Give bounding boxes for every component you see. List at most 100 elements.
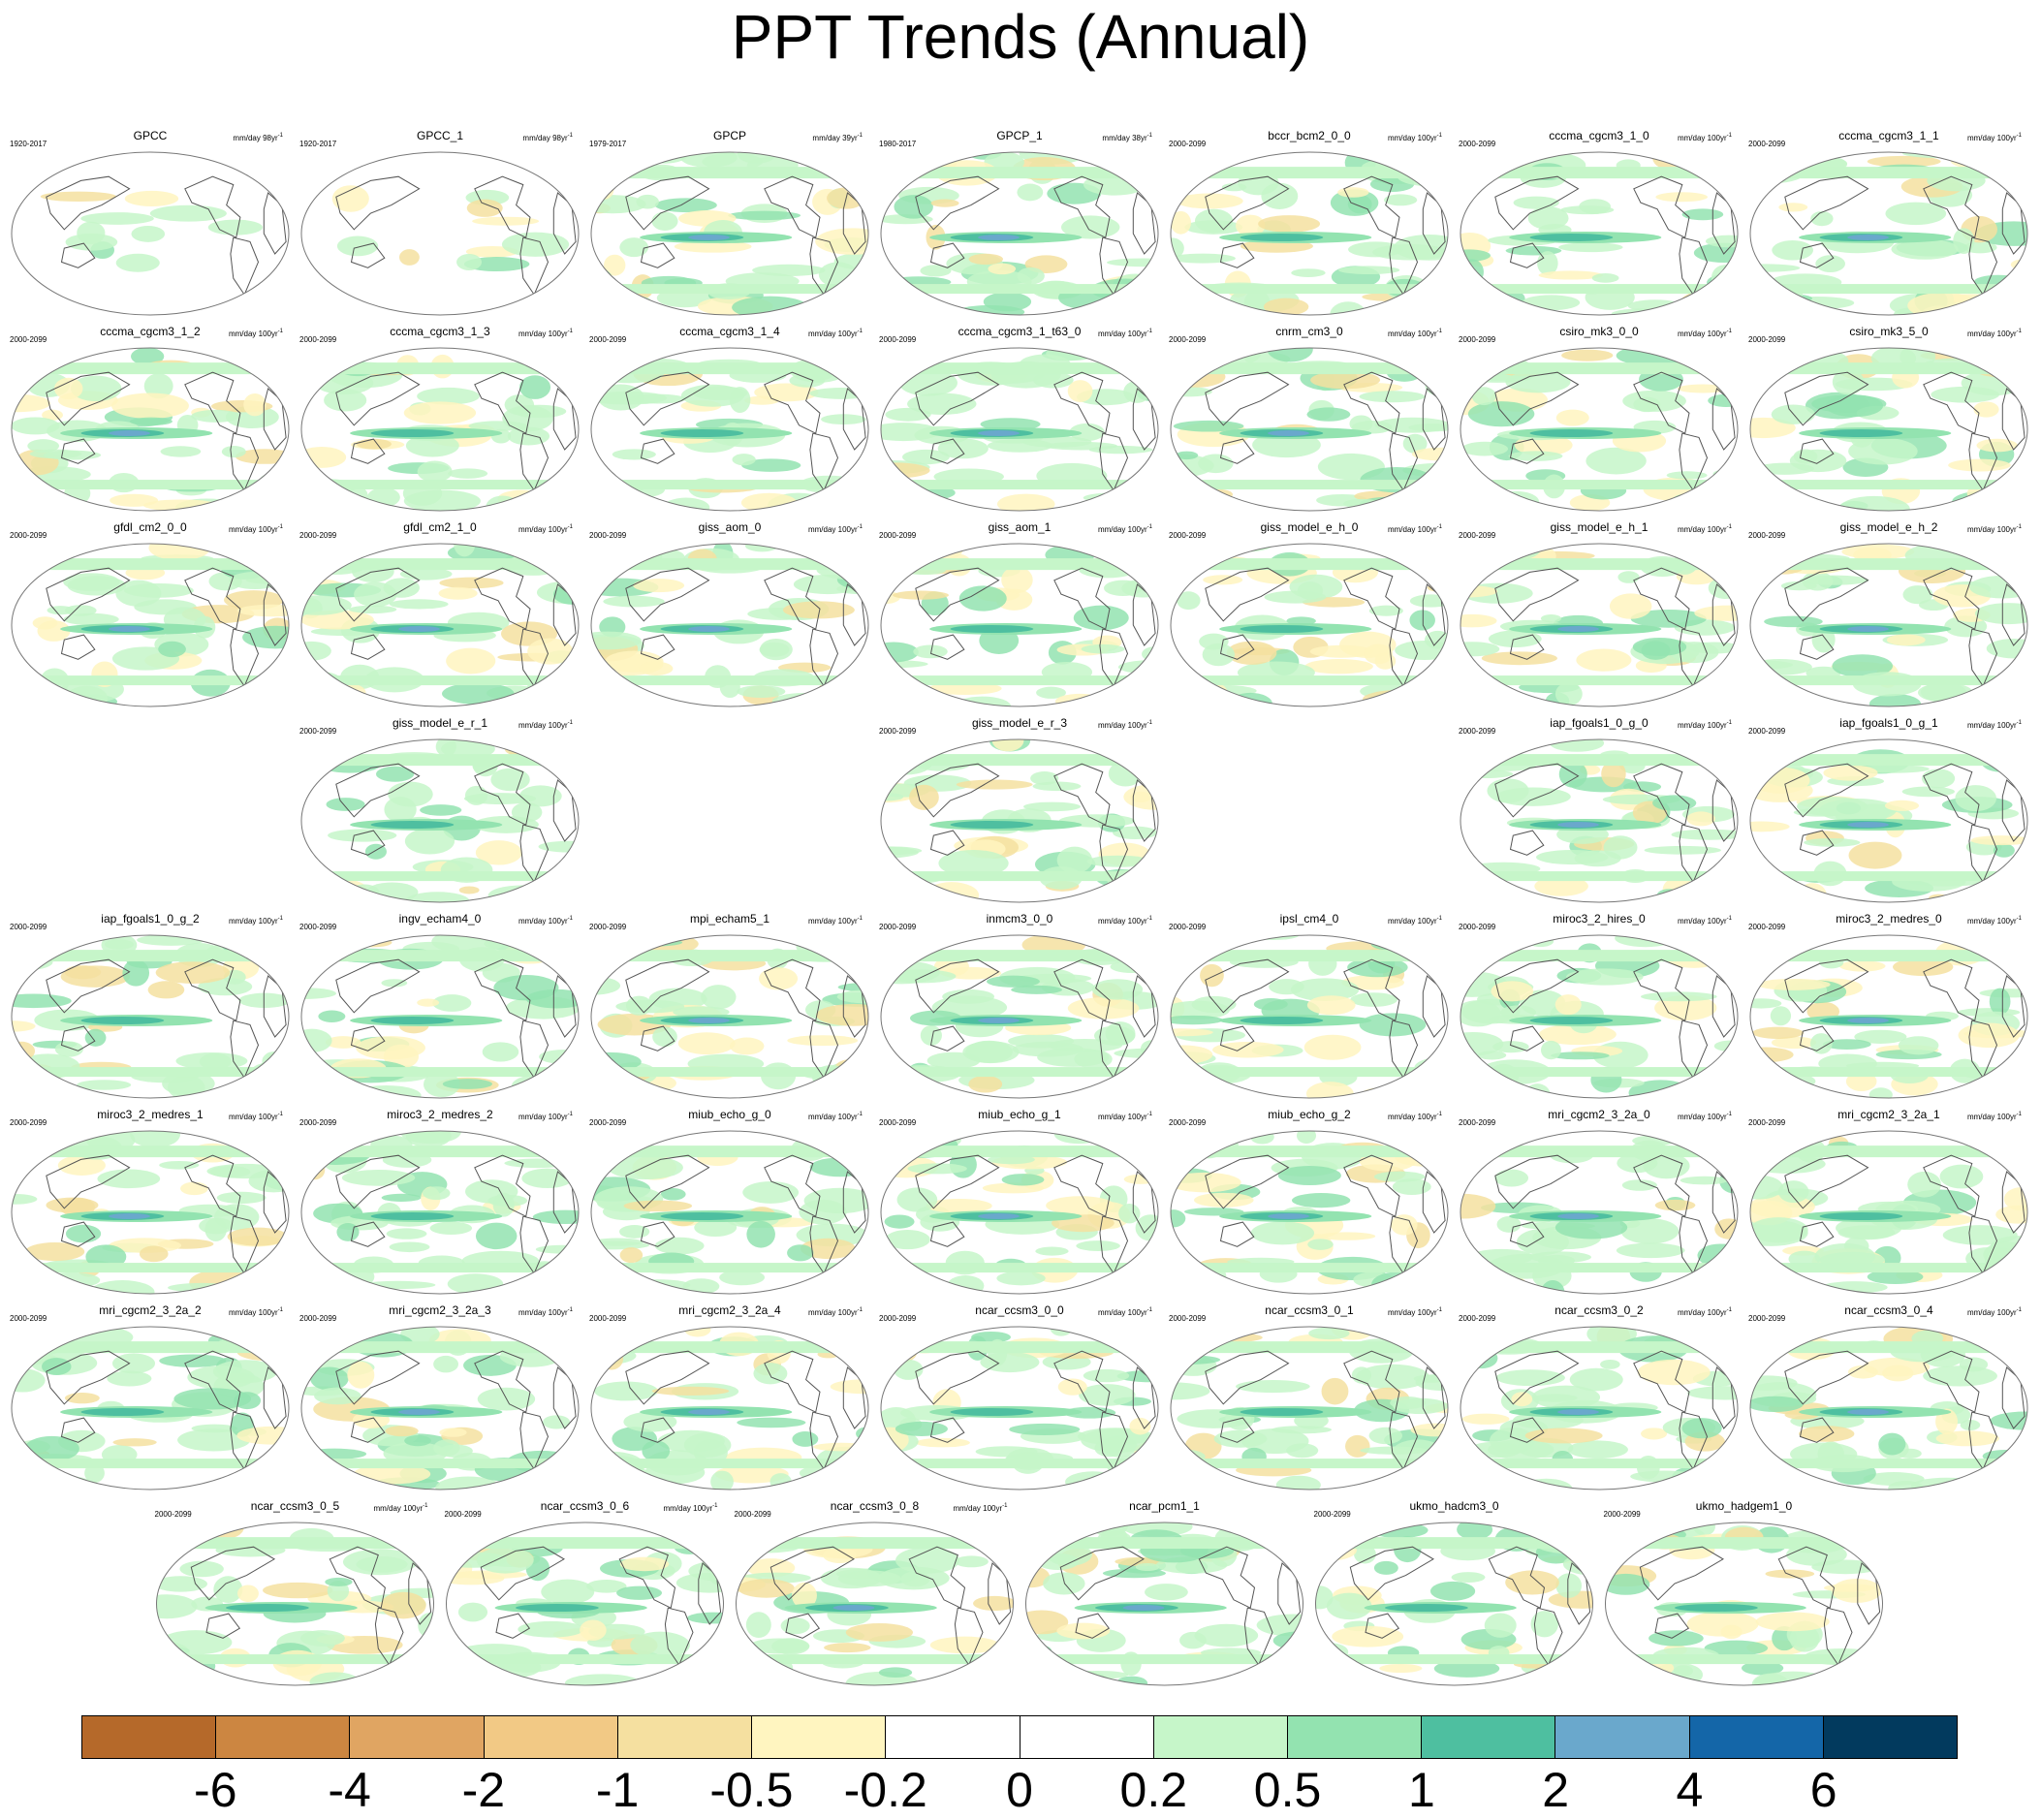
trend-region bbox=[586, 1580, 627, 1593]
trend-region bbox=[159, 1160, 200, 1170]
panel-title: miroc3_2_medres_2 bbox=[387, 1108, 493, 1121]
trend-region bbox=[881, 465, 901, 489]
trend-region bbox=[438, 1444, 473, 1458]
map-panel: giss_model_e_h_2 2000-2099 mm/day 100yr-1 bbox=[1748, 520, 2028, 707]
trend-region bbox=[1043, 1572, 1085, 1595]
trend-region bbox=[926, 1198, 992, 1213]
trend-region bbox=[1081, 643, 1125, 654]
trend-region bbox=[1798, 544, 1835, 550]
trend-region bbox=[1332, 1625, 1404, 1647]
panel-period: 2000-2099 bbox=[1169, 335, 1207, 344]
coastline bbox=[1777, 1546, 1836, 1609]
trend-region bbox=[881, 152, 919, 172]
coastline bbox=[908, 1546, 966, 1609]
coastline bbox=[350, 634, 386, 660]
trend-region bbox=[356, 1555, 408, 1573]
trend-region bbox=[828, 1462, 868, 1481]
trend-region bbox=[1277, 1166, 1341, 1185]
trend-region bbox=[475, 1222, 518, 1250]
trend-region bbox=[1670, 493, 1701, 511]
chart-title: PPT Trends (Annual) bbox=[731, 2, 1310, 72]
panel-units: mm/day 100yr-1 bbox=[1098, 1112, 1153, 1121]
coastline bbox=[1053, 763, 1111, 826]
trend-region bbox=[1086, 855, 1151, 867]
panel-units: mm/day 100yr-1 bbox=[373, 1503, 428, 1513]
coastline bbox=[474, 763, 531, 826]
trend-region bbox=[1460, 882, 1508, 902]
trend-region bbox=[1408, 424, 1448, 432]
trend-region bbox=[1980, 163, 2027, 173]
map-panel: ipsl_cm4_0 2000-2099 mm/day 100yr-1 bbox=[1169, 912, 1449, 1099]
trend-region bbox=[97, 1169, 161, 1189]
colorbar-label: -0.5 bbox=[709, 1763, 794, 1817]
trend-region bbox=[1559, 1670, 1593, 1685]
panel-units: mm/day 100yr-1 bbox=[518, 1112, 574, 1121]
trend-region bbox=[1370, 938, 1405, 951]
trend-region bbox=[814, 1327, 863, 1345]
coastline bbox=[184, 1154, 241, 1217]
trend-region bbox=[1175, 1272, 1198, 1288]
colorbar-label: 0.2 bbox=[1119, 1763, 1188, 1817]
trend-region bbox=[1338, 266, 1400, 275]
panel-title: mri_cgcm2_3_2a_4 bbox=[678, 1303, 781, 1317]
map-border bbox=[1749, 738, 2028, 903]
trend-region bbox=[12, 1341, 289, 1354]
trend-region bbox=[1474, 499, 1533, 511]
trend-region bbox=[124, 582, 194, 598]
trend-region bbox=[885, 407, 931, 422]
trend-region bbox=[881, 693, 934, 706]
trend-region bbox=[1891, 238, 1959, 260]
trend-region bbox=[809, 388, 868, 399]
trend-region bbox=[894, 195, 933, 219]
trend-region bbox=[639, 661, 674, 675]
trend-region bbox=[25, 1241, 85, 1262]
coastline bbox=[764, 371, 821, 434]
trend-region bbox=[1702, 1137, 1736, 1159]
trend-region bbox=[173, 1388, 252, 1410]
trend-region bbox=[677, 1032, 736, 1055]
map-panel: ncar_ccsm3_0_2 2000-2099 mm/day 100yr-1 bbox=[1459, 1303, 1739, 1491]
trend-region bbox=[1882, 1365, 1914, 1382]
trend-region bbox=[1557, 1213, 1600, 1219]
trend-region bbox=[1557, 822, 1600, 828]
trend-region bbox=[1512, 544, 1544, 556]
trend-region bbox=[1609, 593, 1652, 619]
coastline bbox=[1349, 1546, 1434, 1601]
trend-region bbox=[1867, 1269, 1924, 1285]
panel-title: giss_model_e_h_1 bbox=[1551, 520, 1648, 534]
map-panel: giss_aom_0 2000-2099 mm/day 100yr-1 bbox=[589, 520, 869, 707]
map-panel: GPCP 1979-2017 mm/day 39yr-1 bbox=[589, 129, 869, 316]
panel-period: 2000-2099 bbox=[879, 1314, 917, 1323]
coastline bbox=[350, 1221, 386, 1247]
trend-region bbox=[1766, 739, 1817, 755]
trend-region bbox=[1238, 1522, 1303, 1533]
trend-region bbox=[1057, 1378, 1087, 1396]
trend-region bbox=[1993, 843, 2015, 858]
trend-region bbox=[1240, 1408, 1324, 1416]
coastline bbox=[1219, 242, 1255, 268]
trend-region bbox=[1704, 1640, 1769, 1656]
trend-region bbox=[1390, 1396, 1426, 1410]
trend-region bbox=[591, 1341, 868, 1354]
trend-region bbox=[753, 1363, 788, 1385]
trend-region bbox=[737, 685, 786, 698]
coastline bbox=[335, 567, 421, 622]
trend-region bbox=[27, 439, 60, 454]
trend-region bbox=[884, 1214, 915, 1229]
panel-period: 1920-2017 bbox=[10, 140, 47, 148]
trend-region bbox=[987, 1154, 1035, 1165]
map-panel: cccma_cgcm3_1_1 2000-2099 mm/day 100yr-1 bbox=[1748, 129, 2028, 316]
trend-region bbox=[1750, 675, 2027, 686]
trend-region bbox=[1989, 988, 2011, 1016]
trend-region bbox=[909, 784, 939, 810]
coastline bbox=[46, 567, 131, 622]
coastline bbox=[1219, 1221, 1255, 1247]
trend-region bbox=[924, 882, 980, 902]
trend-region bbox=[654, 198, 717, 213]
trend-region bbox=[652, 1026, 677, 1048]
coastline bbox=[46, 1350, 131, 1405]
coastline bbox=[1784, 371, 1869, 426]
panel-period: 2000-2099 bbox=[589, 1118, 627, 1127]
trend-region bbox=[57, 1155, 106, 1176]
panel-title: giss_aom_1 bbox=[989, 520, 1052, 534]
